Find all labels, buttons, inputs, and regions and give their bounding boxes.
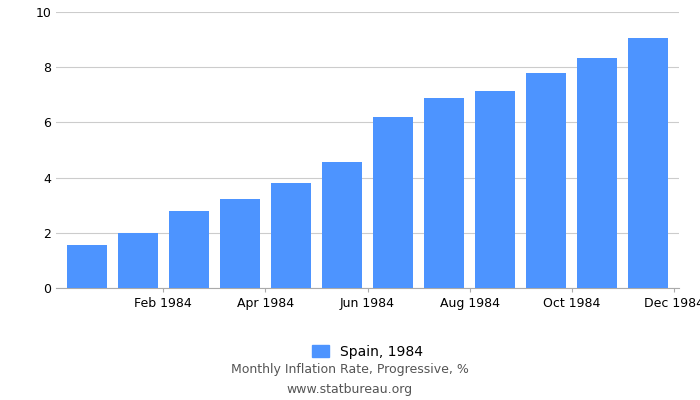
Bar bbox=[118, 233, 158, 288]
Bar bbox=[271, 182, 311, 288]
Legend: Spain, 1984: Spain, 1984 bbox=[312, 345, 423, 359]
Bar bbox=[578, 58, 617, 288]
Bar bbox=[169, 211, 209, 288]
Bar bbox=[66, 245, 106, 288]
Bar bbox=[424, 98, 464, 288]
Text: Monthly Inflation Rate, Progressive, %: Monthly Inflation Rate, Progressive, % bbox=[231, 364, 469, 376]
Text: www.statbureau.org: www.statbureau.org bbox=[287, 384, 413, 396]
Bar bbox=[475, 91, 515, 288]
Bar bbox=[373, 118, 413, 288]
Bar bbox=[526, 73, 566, 288]
Bar bbox=[322, 162, 362, 288]
Bar bbox=[629, 38, 668, 288]
Bar bbox=[220, 199, 260, 288]
